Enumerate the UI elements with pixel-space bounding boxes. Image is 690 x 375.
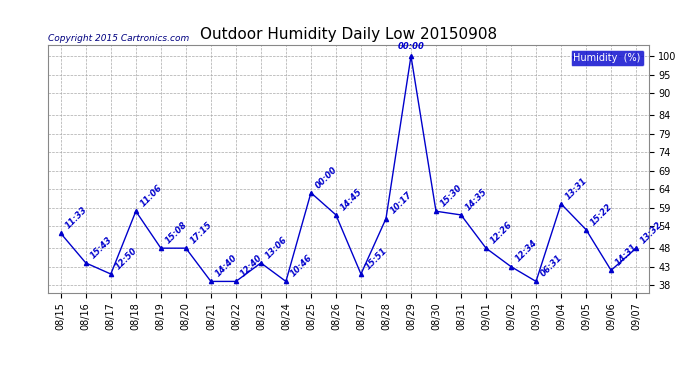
Text: 13:32: 13:32 — [639, 220, 664, 245]
Title: Outdoor Humidity Daily Low 20150908: Outdoor Humidity Daily Low 20150908 — [200, 27, 497, 42]
Text: 15:30: 15:30 — [439, 183, 464, 209]
Text: 15:43: 15:43 — [88, 235, 114, 260]
Text: 14:40: 14:40 — [214, 253, 239, 279]
Text: 12:40: 12:40 — [239, 253, 264, 279]
Text: 10:17: 10:17 — [388, 190, 414, 216]
Text: 17:15: 17:15 — [188, 220, 214, 245]
Text: 06:31: 06:31 — [539, 253, 564, 279]
Legend: Humidity  (%): Humidity (%) — [571, 50, 644, 66]
Text: 14:35: 14:35 — [464, 187, 489, 212]
Text: 12:26: 12:26 — [489, 220, 514, 245]
Text: 15:08: 15:08 — [164, 220, 189, 245]
Text: 12:50: 12:50 — [114, 246, 139, 271]
Text: 13:31: 13:31 — [564, 176, 589, 201]
Text: 12:34: 12:34 — [514, 238, 539, 264]
Text: 13:06: 13:06 — [264, 235, 289, 260]
Text: 15:22: 15:22 — [589, 201, 614, 227]
Text: 00:00: 00:00 — [314, 165, 339, 190]
Text: 10:46: 10:46 — [288, 253, 314, 279]
Text: Copyright 2015 Cartronics.com: Copyright 2015 Cartronics.com — [48, 33, 190, 42]
Text: 15:51: 15:51 — [364, 246, 389, 271]
Text: 11:06: 11:06 — [139, 183, 164, 209]
Text: 00:00: 00:00 — [397, 42, 424, 51]
Text: 14:31: 14:31 — [614, 242, 639, 267]
Text: 14:45: 14:45 — [339, 187, 364, 212]
Text: 11:33: 11:33 — [63, 205, 89, 231]
